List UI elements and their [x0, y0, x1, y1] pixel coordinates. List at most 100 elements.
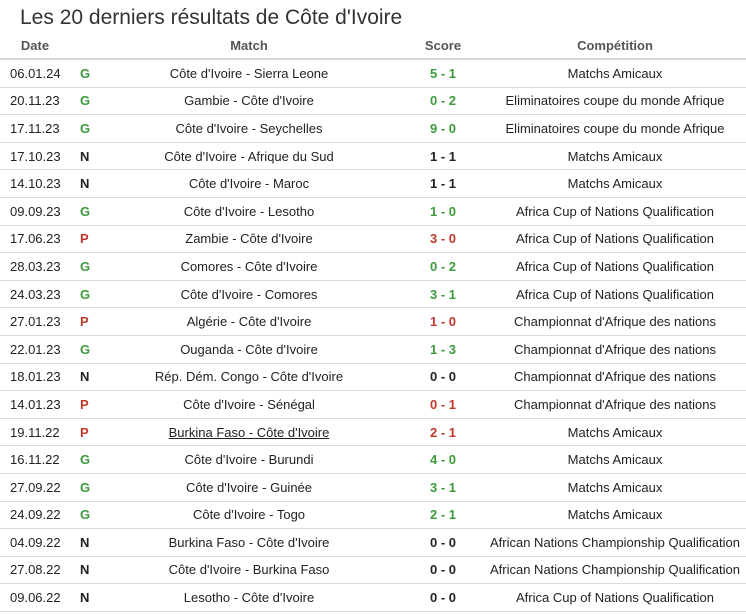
match-date: 04.09.22	[0, 528, 70, 557]
match-result: N	[70, 169, 96, 198]
match-competition: Matchs Amicaux	[484, 501, 746, 530]
table-row[interactable]: 27.08.22 N Côte d'Ivoire - Burkina Faso 0 -…	[0, 556, 746, 585]
match-score: 1 - 0	[402, 197, 484, 226]
match-date: 09.09.23	[0, 197, 70, 226]
table-row[interactable]: 20.11.23 G Gambie - Côte d'Ivoire 0 - 2 Elim…	[0, 87, 746, 116]
match-competition: Africa Cup of Nations Qualification	[484, 252, 746, 281]
match-score: 3 - 1	[402, 473, 484, 502]
match-teams[interactable]: Zambie - Côte d'Ivoire	[96, 225, 402, 254]
match-score: 9 - 0	[402, 114, 484, 143]
match-result: P	[70, 307, 96, 336]
match-score: 3 - 1	[402, 280, 484, 309]
table-row[interactable]: 14.01.23 P Côte d'Ivoire - Sénégal 0 - 1 Cha…	[0, 390, 746, 419]
match-date: 27.01.23	[0, 307, 70, 336]
match-competition: Eliminatoires coupe du monde Afrique	[484, 114, 746, 143]
column-header-result	[70, 33, 96, 60]
match-teams[interactable]: Côte d'Ivoire - Afrique du Sud	[96, 142, 402, 171]
match-score: 1 - 3	[402, 335, 484, 364]
match-result: N	[70, 583, 96, 612]
match-teams[interactable]: Burkina Faso - Côte d'Ivoire	[96, 528, 402, 557]
table-row[interactable]: 14.10.23 N Côte d'Ivoire - Maroc 1 - 1 Match…	[0, 169, 746, 198]
match-competition: African Nations Championship Qualificati…	[484, 556, 746, 585]
table-header-row: Date Match Score Compétition	[0, 33, 746, 60]
match-score: 1 - 0	[402, 307, 484, 336]
match-score: 2 - 1	[402, 418, 484, 447]
table-row[interactable]: 27.09.22 G Côte d'Ivoire - Guinée 3 - 1 Matc…	[0, 473, 746, 502]
match-score: 0 - 2	[402, 252, 484, 281]
match-result: P	[70, 418, 96, 447]
match-competition: Championnat d'Afrique des nations	[484, 307, 746, 336]
match-competition: Eliminatoires coupe du monde Afrique	[484, 87, 746, 116]
results-table: Date Match Score Compétition 06.01.24 G Cô…	[0, 33, 746, 612]
match-teams[interactable]: Ouganda - Côte d'Ivoire	[96, 335, 402, 364]
results-body: 06.01.24 G Côte d'Ivoire - Sierra Leone 5 -…	[0, 59, 746, 612]
table-row[interactable]: 17.10.23 N Côte d'Ivoire - Afrique du Sud 1…	[0, 142, 746, 171]
match-date: 09.06.22	[0, 583, 70, 612]
match-date: 24.09.22	[0, 501, 70, 530]
match-date: 17.11.23	[0, 114, 70, 143]
match-result: N	[70, 556, 96, 585]
page-title: Les 20 derniers résultats de Côte d'Ivoi…	[20, 6, 403, 29]
match-competition: Africa Cup of Nations Qualification	[484, 197, 746, 226]
match-teams[interactable]: Côte d'Ivoire - Maroc	[96, 169, 402, 198]
match-result: G	[70, 197, 96, 226]
match-teams[interactable]: Côte d'Ivoire - Guinée	[96, 473, 402, 502]
match-competition: Matchs Amicaux	[484, 445, 746, 474]
match-result: G	[70, 280, 96, 309]
table-row[interactable]: 24.03.23 G Côte d'Ivoire - Comores 3 - 1 Afr…	[0, 280, 746, 309]
match-score: 3 - 0	[402, 225, 484, 254]
match-teams[interactable]: Côte d'Ivoire - Sénégal	[96, 390, 402, 419]
match-teams[interactable]: Côte d'Ivoire - Togo	[96, 501, 402, 530]
match-score: 4 - 0	[402, 445, 484, 474]
match-date: 27.08.22	[0, 556, 70, 585]
match-competition: Championnat d'Afrique des nations	[484, 335, 746, 364]
match-teams[interactable]: Lesotho - Côte d'Ivoire	[96, 583, 402, 612]
table-row[interactable]: 28.03.23 G Comores - Côte d'Ivoire 0 - 2 Afr…	[0, 252, 746, 281]
match-date: 16.11.22	[0, 445, 70, 474]
match-date: 17.06.23	[0, 225, 70, 254]
match-score: 0 - 1	[402, 390, 484, 419]
table-row[interactable]: 24.09.22 G Côte d'Ivoire - Togo 2 - 1 Matchs…	[0, 501, 746, 530]
table-row[interactable]: 06.01.24 G Côte d'Ivoire - Sierra Leone 5 -…	[0, 59, 746, 88]
match-result: G	[70, 473, 96, 502]
match-score: 0 - 0	[402, 556, 484, 585]
match-date: 24.03.23	[0, 280, 70, 309]
table-row[interactable]: 22.01.23 G Ouganda - Côte d'Ivoire 1 - 3 Cha…	[0, 335, 746, 364]
column-header-date: Date	[0, 33, 70, 60]
match-result: G	[70, 87, 96, 116]
match-score: 1 - 1	[402, 142, 484, 171]
table-row[interactable]: 09.09.23 G Côte d'Ivoire - Lesotho 1 - 0 Afr…	[0, 197, 746, 226]
match-date: 19.11.22	[0, 418, 70, 447]
match-teams[interactable]: Côte d'Ivoire - Seychelles	[96, 114, 402, 143]
match-teams[interactable]: Côte d'Ivoire - Burkina Faso	[96, 556, 402, 585]
match-teams[interactable]: Comores - Côte d'Ivoire	[96, 252, 402, 281]
match-teams[interactable]: Rép. Dém. Congo - Côte d'Ivoire	[96, 363, 402, 392]
match-teams[interactable]: Côte d'Ivoire - Sierra Leone	[96, 59, 402, 88]
column-header-competition: Compétition	[484, 33, 746, 60]
table-row[interactable]: 16.11.22 G Côte d'Ivoire - Burundi 4 - 0 Mat…	[0, 445, 746, 474]
match-teams[interactable]: Côte d'Ivoire - Comores	[96, 280, 402, 309]
table-row[interactable]: 18.01.23 N Rép. Dém. Congo - Côte d'Ivoire…	[0, 363, 746, 392]
match-score: 2 - 1	[402, 501, 484, 530]
match-teams[interactable]: Gambie - Côte d'Ivoire	[96, 87, 402, 116]
table-row[interactable]: 04.09.22 N Burkina Faso - Côte d'Ivoire 0 -…	[0, 528, 746, 557]
table-row[interactable]: 19.11.22 P Burkina Faso - Côte d'Ivoire 2 -…	[0, 418, 746, 447]
table-row[interactable]: 09.06.22 N Lesotho - Côte d'Ivoire 0 - 0 Afr…	[0, 583, 746, 612]
match-teams[interactable]: Côte d'Ivoire - Burundi	[96, 445, 402, 474]
match-teams[interactable]: Côte d'Ivoire - Lesotho	[96, 197, 402, 226]
match-teams[interactable]: Algérie - Côte d'Ivoire	[96, 307, 402, 336]
match-result: N	[70, 363, 96, 392]
match-result: G	[70, 59, 96, 88]
match-score: 5 - 1	[402, 59, 484, 88]
table-row[interactable]: 27.01.23 P Algérie - Côte d'Ivoire 1 - 0 Cha…	[0, 307, 746, 336]
match-date: 14.10.23	[0, 169, 70, 198]
table-row[interactable]: 17.11.23 G Côte d'Ivoire - Seychelles 9 - 0…	[0, 114, 746, 143]
table-row[interactable]: 17.06.23 P Zambie - Côte d'Ivoire 3 - 0 Afri…	[0, 225, 746, 254]
match-date: 27.09.22	[0, 473, 70, 502]
match-competition: Championnat d'Afrique des nations	[484, 390, 746, 419]
match-teams[interactable]: Burkina Faso - Côte d'Ivoire	[96, 418, 402, 447]
match-result: G	[70, 335, 96, 364]
match-competition: Matchs Amicaux	[484, 59, 746, 88]
match-score: 0 - 0	[402, 363, 484, 392]
